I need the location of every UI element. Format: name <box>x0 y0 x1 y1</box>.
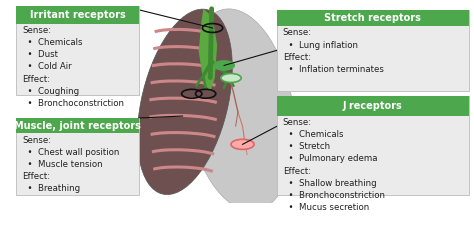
Text: J receptors: J receptors <box>343 101 403 111</box>
Circle shape <box>214 61 234 70</box>
Ellipse shape <box>186 9 295 211</box>
FancyBboxPatch shape <box>277 96 469 116</box>
Circle shape <box>231 139 254 149</box>
Text: Sense:
  •  Chemicals
  •  Stretch
  •  Pulmonary edema
Effect:
  •  Shallow bre: Sense: • Chemicals • Stretch • Pulmonary… <box>283 118 385 212</box>
Text: Sense:
  •  Lung inflation
Effect:
  •  Inflation terminates: Sense: • Lung inflation Effect: • Inflat… <box>283 28 383 74</box>
FancyBboxPatch shape <box>17 118 139 195</box>
Text: Muscle, joint receptors: Muscle, joint receptors <box>14 121 141 131</box>
Ellipse shape <box>137 9 232 195</box>
FancyBboxPatch shape <box>17 6 139 95</box>
Text: Irritant receptors: Irritant receptors <box>30 10 126 20</box>
FancyBboxPatch shape <box>17 118 139 133</box>
FancyBboxPatch shape <box>277 10 469 91</box>
Circle shape <box>221 74 241 82</box>
FancyBboxPatch shape <box>277 96 469 195</box>
FancyBboxPatch shape <box>277 10 469 26</box>
FancyBboxPatch shape <box>17 6 139 24</box>
Text: Sense:
  •  Chemicals
  •  Dust
  •  Cold Air
Effect:
  •  Coughing
  •  Broncho: Sense: • Chemicals • Dust • Cold Air Eff… <box>22 26 124 108</box>
Text: Sense:
  •  Chest wall position
  •  Muscle tension
Effect:
  •  Breathing: Sense: • Chest wall position • Muscle te… <box>22 136 119 194</box>
Polygon shape <box>199 9 217 92</box>
Text: Stretch receptors: Stretch receptors <box>325 13 421 23</box>
